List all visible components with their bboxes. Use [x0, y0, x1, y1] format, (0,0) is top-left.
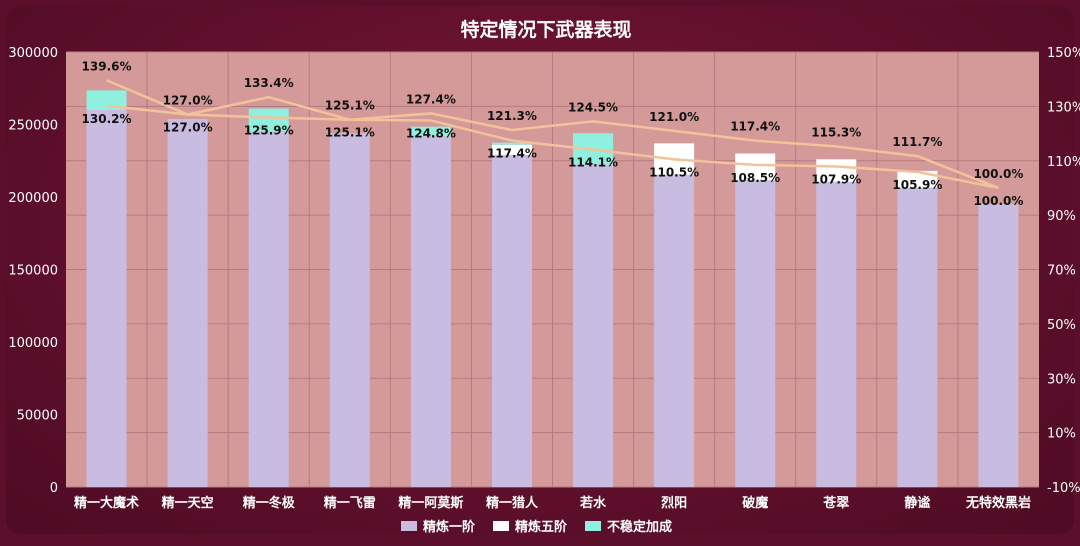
y2-axis-tick-label: 150% — [1047, 46, 1080, 61]
x-axis-tick-label: 精一阿莫斯 — [398, 495, 463, 511]
data-label: 127.0% — [163, 121, 213, 135]
legend-label: 精炼五阶 — [515, 519, 568, 535]
bar-精炼五阶 — [491, 144, 532, 155]
data-label: 108.5% — [730, 171, 780, 185]
data-label: 127.4% — [406, 92, 456, 106]
y2-axis-tick-label: 30% — [1047, 372, 1076, 387]
legend-label: 精炼一阶 — [423, 519, 476, 535]
x-axis-tick-label: 苍翠 — [822, 495, 849, 511]
bar-series — [86, 90, 1019, 488]
y-axis-tick-label: 300000 — [8, 46, 58, 61]
data-label: 125.1% — [325, 126, 375, 140]
bar-不稳定加成 — [491, 142, 532, 145]
y2-axis-tick-label: 90% — [1047, 209, 1076, 224]
bar-不稳定加成 — [248, 108, 289, 132]
data-label: 105.9% — [892, 178, 942, 192]
data-label: 130.2% — [82, 112, 132, 126]
bar-精炼一阶 — [167, 118, 208, 488]
bar-不稳定加成 — [410, 126, 451, 137]
y2-axis-tick-label: 10% — [1047, 427, 1076, 442]
bar-精炼一阶 — [816, 181, 857, 487]
x-axis-tick-label: 静谧 — [904, 495, 930, 511]
data-label: 107.9% — [811, 172, 861, 186]
legend-swatch — [401, 521, 417, 531]
chart-container: 139.6% 127.0% 133.4% 125.1% 127.4% 121.3% 124.… — [6, 6, 1080, 535]
data-label: 110.5% — [649, 165, 699, 179]
bar-精炼一阶 — [248, 131, 289, 487]
data-label: 111.7% — [892, 135, 942, 149]
y2-axis-tick-label: 50% — [1047, 318, 1076, 333]
x-axis-tick-label: 破魔 — [742, 495, 768, 511]
x-axis-tick-label: 无特效黑岩 — [965, 495, 1031, 511]
bar-精炼一阶 — [573, 164, 614, 487]
legend: 精炼一阶 精炼五阶 不稳定加成 — [401, 519, 672, 535]
data-label: 133.4% — [244, 76, 294, 90]
data-label: 125.9% — [244, 124, 294, 138]
x-axis-tick-label: 精一猎人 — [486, 495, 539, 511]
bar-精炼一阶 — [735, 180, 776, 487]
data-label: 100.0% — [973, 167, 1023, 181]
y2-axis-tick-label: 130% — [1047, 100, 1080, 115]
data-label: 125.1% — [325, 99, 375, 113]
line-series-4 — [106, 104, 999, 190]
data-label: 124.8% — [406, 127, 456, 141]
data-label: 115.3% — [811, 125, 861, 139]
legend-swatch — [585, 521, 601, 531]
bar-精炼一阶 — [654, 174, 695, 487]
bar-精炼一阶 — [410, 136, 451, 487]
y-axis-tick-label: 50000 — [17, 409, 58, 424]
bar-精炼五阶 — [816, 159, 857, 182]
legend-swatch — [493, 521, 509, 531]
y-axis-tick-label: 100000 — [8, 336, 58, 351]
x-axis-tick-label: 精一冬极 — [243, 495, 296, 511]
y-axis-tick-label: 200000 — [8, 191, 58, 206]
data-label: 121.0% — [649, 110, 699, 124]
bar-精炼一阶 — [329, 133, 370, 487]
weapon-performance-chart: 139.6% 127.0% 133.4% 125.1% 127.4% 121.3% 124.… — [8, 18, 1080, 535]
bar-精炼一阶 — [86, 110, 127, 487]
bar-精炼一阶 — [491, 154, 532, 487]
chart-title: 特定情况下武器表现 — [460, 18, 631, 41]
bar-精炼一阶 — [897, 187, 938, 487]
data-label: 117.4% — [487, 147, 537, 161]
line-series — [106, 79, 999, 190]
data-label: 100.0% — [973, 194, 1023, 208]
y2-axis-tick-label: 70% — [1047, 264, 1076, 279]
y2-axis-tick-label: 110% — [1047, 155, 1080, 170]
y2-axis-tick-label: -10% — [1047, 481, 1080, 496]
bar-不稳定加成 — [86, 90, 127, 110]
x-axis-tick-label: 烈阳 — [661, 496, 687, 511]
x-axis-tick-label: 若水 — [579, 495, 607, 511]
bar-精炼一阶 — [978, 204, 1019, 487]
x-axis-tick-label: 精一飞雷 — [324, 495, 376, 511]
y-axis-tick-label: 0 — [50, 481, 58, 496]
x-axis-tick-label: 精一大魔术 — [74, 495, 139, 511]
y-axis-tick-label: 250000 — [8, 119, 58, 134]
line-series-3 — [106, 79, 999, 190]
legend-label: 不稳定加成 — [607, 519, 672, 535]
y-axis-tick-label: 150000 — [8, 264, 58, 279]
x-axis-tick-label: 精一天空 — [162, 495, 214, 511]
data-label: 114.1% — [568, 156, 618, 170]
bar-精炼五阶 — [735, 153, 776, 181]
data-labels: 139.6% 127.0% 133.4% 125.1% 127.4% 121.3% 124.… — [82, 59, 1024, 208]
axes: 0 50000 100000 150000 200000 250000 300000 -10%… — [8, 46, 1080, 511]
data-label: 117.4% — [730, 120, 780, 134]
data-label: 121.3% — [487, 109, 537, 123]
data-label: 139.6% — [82, 59, 132, 73]
data-label: 127.0% — [163, 94, 213, 108]
data-label: 124.5% — [568, 100, 618, 114]
